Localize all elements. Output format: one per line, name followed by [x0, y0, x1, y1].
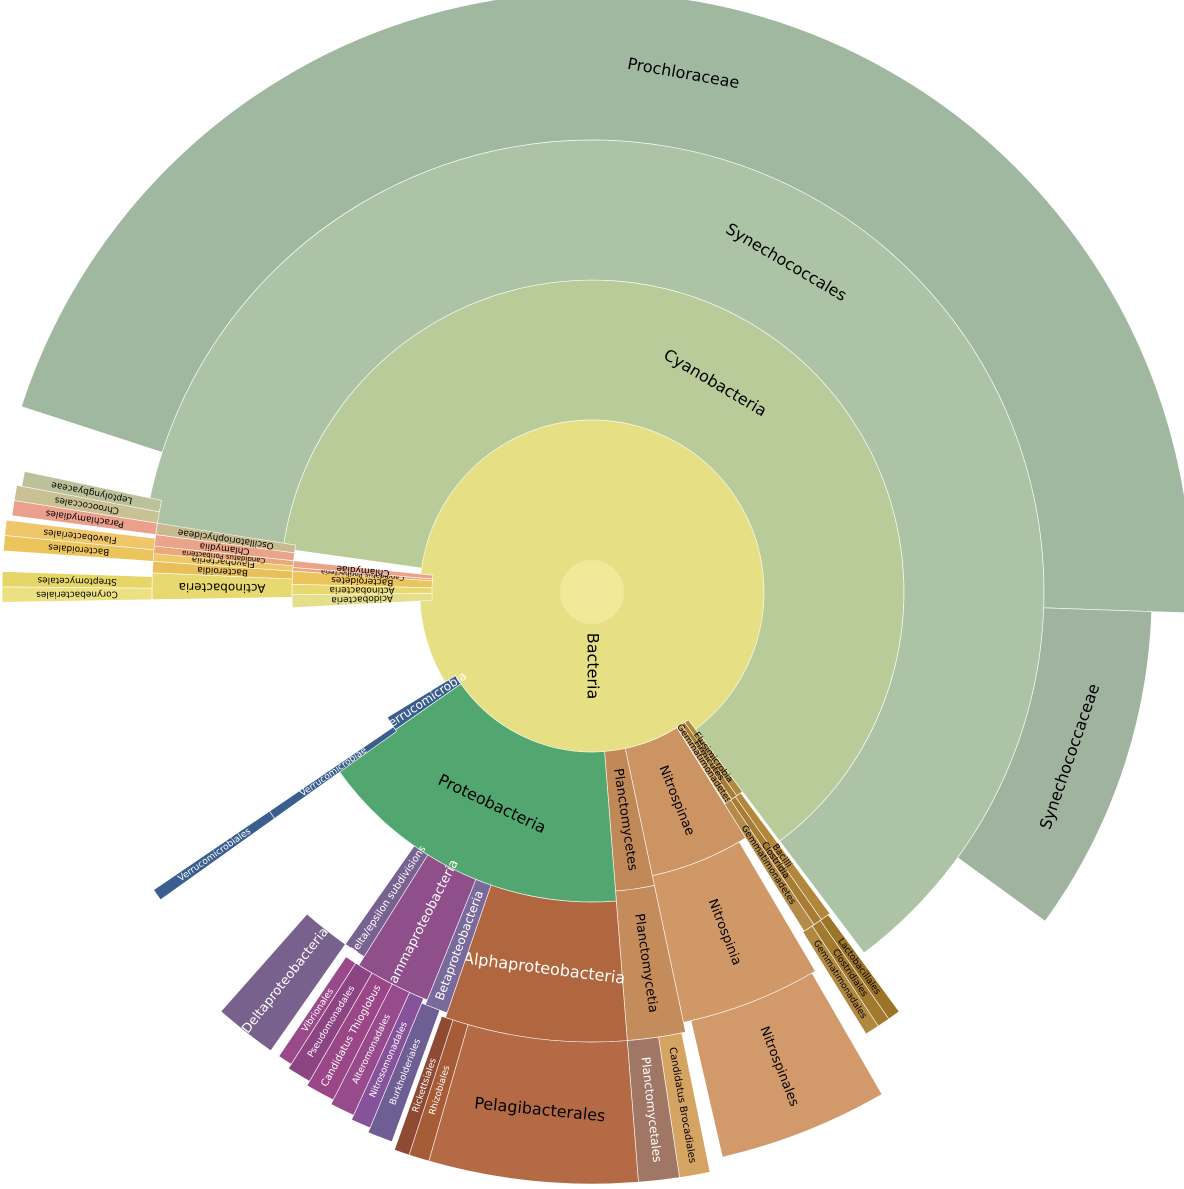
segment-gemmatimonadales[interactable] [802, 925, 879, 1035]
segment-nitrospinales[interactable] [690, 972, 883, 1158]
segment-leptolyngbyaceae[interactable] [21, 471, 162, 513]
segment-verrucomicrobiales[interactable] [153, 810, 275, 901]
segment-corynebacteriales[interactable] [1, 586, 153, 603]
segment-verrucomicrobia[interactable] [386, 675, 462, 731]
segment-deltaproteobacteria[interactable] [220, 913, 346, 1052]
segment-streptomycetales[interactable] [1, 571, 153, 589]
segment-oscillatoriophycideae[interactable] [155, 522, 297, 554]
segment-synechococcaceae[interactable] [957, 607, 1152, 922]
segment-vibrionales[interactable] [278, 956, 357, 1065]
segment-delta-epsilon-subdivisions[interactable] [344, 845, 429, 958]
segment-rickettsiales[interactable] [394, 1015, 454, 1156]
segment-chlamydiae[interactable] [292, 560, 434, 580]
center-disc [560, 560, 624, 624]
segment-acidobacteria[interactable] [291, 593, 433, 609]
segment-prochloraceae[interactable] [20, 0, 1184, 613]
